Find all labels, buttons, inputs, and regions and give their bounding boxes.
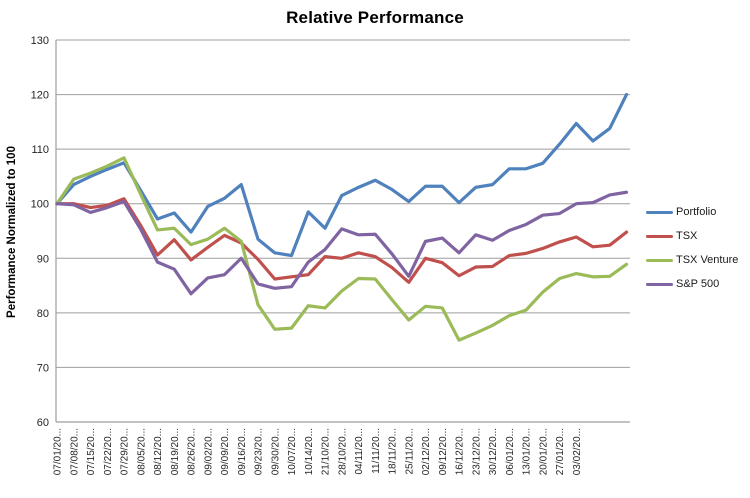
x-tick-label: 07/08/20... [69,428,80,475]
x-tick-label: 09/16/20... [237,428,248,475]
x-tick-label: 08/05/20... [136,428,147,475]
x-tick-label: 03/02/20... [572,428,583,475]
legend-item-s-p-500: S&P 500 [646,272,738,296]
legend-item-portfolio: Portfolio [646,200,738,224]
legend-line-marker [646,234,673,238]
axes [55,40,630,423]
x-tick-label: 09/30/20... [270,428,281,475]
x-tick-label: 07/22/20... [103,428,114,475]
chart-title: Relative Performance [286,8,464,27]
legend-line-marker [646,210,673,214]
x-tick-label: 07/15/20... [86,428,97,475]
legend-label: Portfolio [676,206,717,218]
x-tick-label: 16/12/20... [455,428,466,475]
x-tick-label: 18/11/20... [388,428,399,475]
x-tick-label: 07/29/20... [120,428,131,475]
x-tick-label: 23/12/20... [471,428,482,475]
x-tick-label: 08/12/20... [153,428,164,475]
series-line-tsx [55,197,629,284]
svg-text:110: 110 [31,144,49,156]
x-tick-label: 11/11/20... [371,428,382,474]
legend-label: S&P 500 [676,278,720,290]
x-tick-label: 10/14/20... [304,428,315,475]
svg-text:70: 70 [37,362,49,374]
svg-text:120: 120 [31,90,49,102]
x-tick-label: 21/10/20... [321,428,332,475]
svg-text:90: 90 [37,253,49,265]
x-tick-label: 20/01/20... [538,428,549,475]
legend-label: TSX Venture [676,254,739,266]
x-tick-label: 30/12/20... [488,428,499,475]
x-tick-label: 09/12/20... [438,428,449,475]
svg-text:60: 60 [37,417,49,429]
legend-label: TSX [676,230,698,242]
x-tick-label: 25/11/20... [404,428,415,475]
x-axis-tick-labels: 07/01/20... 07/08/20... 07/15/20... 07/22/2… [53,428,583,475]
series-line-tsx-venture [55,156,629,342]
x-tick-label: 09/09/20... [220,428,231,475]
x-tick-label: 02/12/20... [421,428,432,475]
x-tick-label: 04/11/20... [354,428,365,475]
x-tick-label: 27/01/20... [555,428,566,475]
svg-text:130: 130 [31,35,49,47]
legend-item-tsx-venture: TSX Venture [646,248,738,272]
x-tick-label: 07/01/20... [53,428,64,475]
x-tick-label: 09/02/20... [203,428,214,475]
svg-text:80: 80 [37,308,49,320]
x-tick-label: 09/23/20... [254,428,265,475]
x-tick-label: 06/01/20... [505,428,516,475]
legend-item-tsx: TSX [646,224,738,248]
y-axis-tick-labels: 60 70 80 90 100 110 120 130 [31,35,49,429]
legend-line-marker [646,258,673,262]
series-line-s-p-500 [55,190,629,296]
data-series-lines [55,92,629,342]
series-line-portfolio [55,92,629,258]
x-tick-label: 08/19/20... [170,428,181,475]
y-axis-title: Performance Normalized to 100 [6,146,18,318]
svg-text:100: 100 [31,199,49,211]
gridlines [56,39,630,423]
x-tick-label: 13/01/20... [522,428,533,475]
chart-legend: Portfolio TSX TSX Venture S&P 500 [646,200,738,296]
legend-line-marker [646,282,673,286]
x-tick-label: 10/07/20... [287,428,298,475]
x-tick-label: 28/10/20... [337,428,348,475]
x-tick-label: 08/26/20... [187,428,198,475]
